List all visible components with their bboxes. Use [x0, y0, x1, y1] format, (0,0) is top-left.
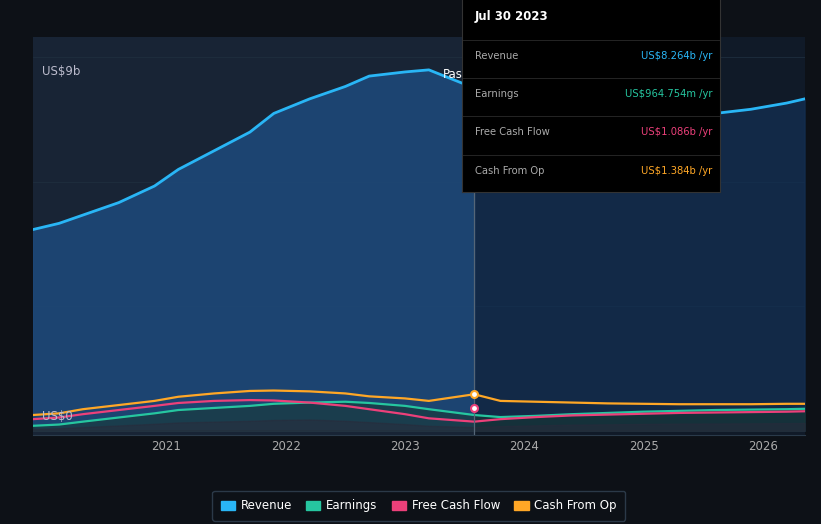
Text: Jul 30 2023: Jul 30 2023: [475, 10, 548, 24]
Text: US$1.384b /yr: US$1.384b /yr: [641, 166, 712, 176]
Text: Earnings: Earnings: [475, 89, 519, 99]
Legend: Revenue, Earnings, Free Cash Flow, Cash From Op: Revenue, Earnings, Free Cash Flow, Cash …: [213, 491, 625, 521]
Text: US$9b: US$9b: [43, 65, 80, 78]
Text: Past: Past: [443, 68, 467, 81]
Text: Cash From Op: Cash From Op: [475, 166, 544, 176]
Text: Analysts Forecasts: Analysts Forecasts: [484, 68, 594, 81]
Text: US$8.264b /yr: US$8.264b /yr: [640, 51, 712, 61]
Bar: [33, 37, 475, 435]
Text: US$964.754m /yr: US$964.754m /yr: [625, 89, 712, 99]
Bar: [475, 37, 805, 435]
Text: Revenue: Revenue: [475, 51, 518, 61]
Text: US$0: US$0: [43, 410, 73, 423]
Text: Free Cash Flow: Free Cash Flow: [475, 127, 550, 137]
Text: US$1.086b /yr: US$1.086b /yr: [640, 127, 712, 137]
